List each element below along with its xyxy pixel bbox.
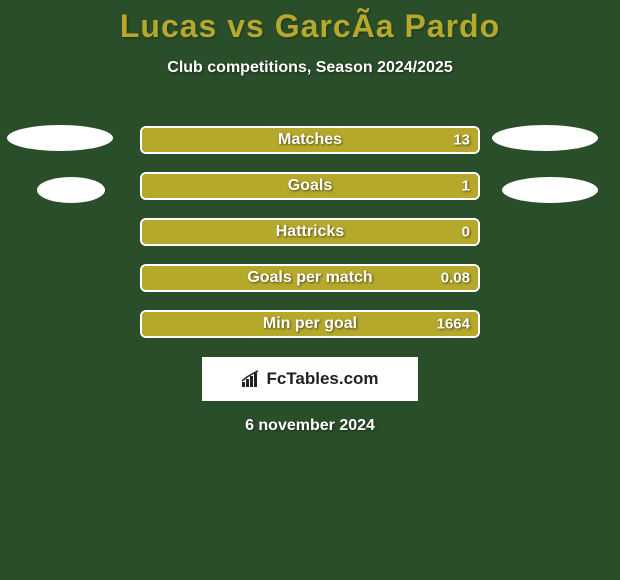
comparison-chart: Matches 13 Goals 1 Hattricks 0 Goals per… xyxy=(0,117,620,347)
bar-matches: Matches 13 xyxy=(140,126,480,154)
date: 6 november 2024 xyxy=(0,417,620,435)
page-title: Lucas vs GarcÃ­a Pardo xyxy=(0,0,620,45)
bar-goals: Goals 1 xyxy=(140,172,480,200)
bar-matches-fill xyxy=(142,128,478,152)
bar-hattricks-fill xyxy=(142,220,478,244)
bar-gpm: Goals per match 0.08 xyxy=(140,264,480,292)
logo-text: FcTables.com xyxy=(266,369,378,389)
bar-hattricks: Hattricks 0 xyxy=(140,218,480,246)
row-mpg: Min per goal 1664 xyxy=(0,301,620,347)
row-goals: Goals 1 xyxy=(0,163,620,209)
row-hattricks: Hattricks 0 xyxy=(0,209,620,255)
bar-mpg: Min per goal 1664 xyxy=(140,310,480,338)
row-matches: Matches 13 xyxy=(0,117,620,163)
logo: FcTables.com xyxy=(241,369,378,389)
subtitle: Club competitions, Season 2024/2025 xyxy=(0,59,620,77)
bar-mpg-fill xyxy=(142,312,478,336)
logo-box: FcTables.com xyxy=(202,357,418,401)
row-gpm: Goals per match 0.08 xyxy=(0,255,620,301)
bar-gpm-fill xyxy=(142,266,478,290)
bar-goals-fill xyxy=(142,174,478,198)
barchart-icon xyxy=(241,370,263,388)
